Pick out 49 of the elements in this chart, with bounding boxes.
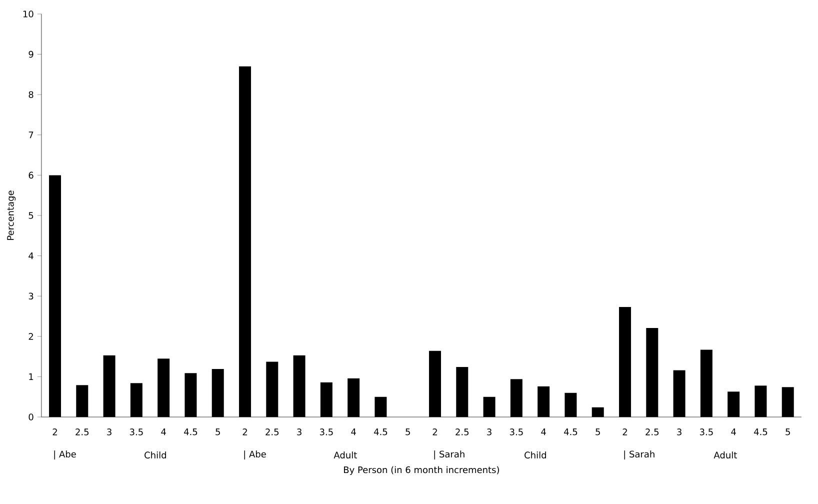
- x-tick-label: 3.5: [700, 428, 713, 436]
- text: Child: [144, 452, 166, 458]
- x-tick-label: 4: [541, 428, 546, 436]
- x-tick-label: 4: [731, 428, 736, 436]
- y-tick-label: 7: [28, 132, 34, 138]
- y-tick-label: 3: [28, 292, 34, 300]
- y-tick-label: 10: [23, 10, 34, 18]
- y-tick-label: 0: [28, 414, 34, 420]
- x-tick-label: 3.5: [320, 428, 333, 436]
- x-tick-label: 5: [596, 428, 600, 436]
- x-tick-label: 3.5: [510, 428, 523, 436]
- x-tick-label: 4.5: [564, 428, 578, 436]
- x-tick-label: 5: [406, 428, 410, 436]
- x-tick-label: 4.5: [184, 428, 198, 436]
- x-tick-label: 3: [297, 428, 302, 436]
- text: | Sarah: [624, 450, 654, 460]
- text: Child: [524, 452, 546, 458]
- y-tick-label: 5: [28, 212, 34, 219]
- x-tick-label: 2.5: [456, 428, 469, 436]
- x-tick-label: 3.5: [130, 428, 143, 436]
- text: | Abe: [244, 450, 266, 460]
- x-tick-label: 5: [786, 428, 790, 436]
- text: | Abe: [54, 450, 76, 460]
- x-axis-title: By Person (in 6 month increments): [344, 466, 499, 475]
- text: Adult: [714, 452, 737, 458]
- text: Adult: [334, 452, 357, 458]
- x-tick-label: 2.5: [76, 428, 89, 436]
- y-tick-label: 9: [28, 50, 34, 58]
- x-tick-label: 2.5: [646, 428, 659, 436]
- x-tick-label: 4.5: [374, 428, 388, 436]
- x-tick-label: 3: [107, 428, 112, 436]
- x-tick-label: 2: [242, 428, 247, 436]
- text: | Sarah: [434, 450, 464, 460]
- y-tick-label: 1: [29, 373, 34, 380]
- x-tick-label: 3: [487, 428, 492, 436]
- y-axis-title: Percentage: [7, 190, 16, 240]
- y-tick-label: 4: [28, 252, 34, 260]
- x-tick-label: 2: [52, 428, 57, 436]
- y-tick-label: 2: [28, 333, 34, 340]
- x-tick-label: 2.5: [266, 428, 279, 436]
- x-tick-label: 3: [677, 428, 682, 436]
- x-tick-label: 4: [161, 428, 166, 436]
- x-tick-label: 2: [622, 428, 627, 436]
- x-tick-label: 4: [351, 428, 356, 436]
- y-tick-label: 6: [28, 172, 34, 179]
- x-tick-label: 2: [432, 428, 437, 436]
- x-tick-label: 4.5: [754, 428, 768, 436]
- y-tick-label: 8: [28, 91, 34, 98]
- x-tick-label: 5: [216, 428, 220, 436]
